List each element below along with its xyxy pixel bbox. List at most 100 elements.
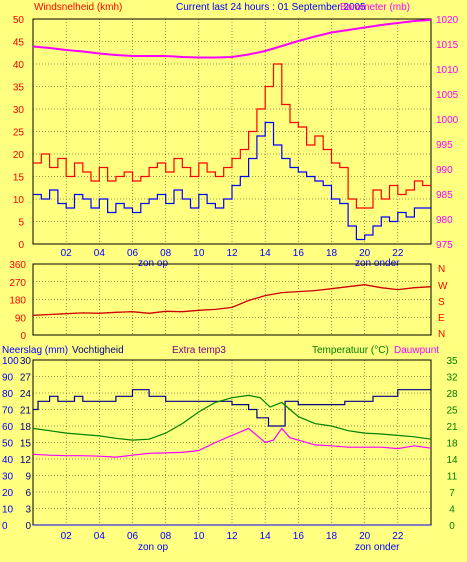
barometer-ytick-label: 975: [436, 240, 453, 251]
humidity-yaxis-ticks: 0 10 20 30 40 50 60 70 80 90 100: [2, 356, 19, 532]
dir-label-n1: N: [438, 264, 445, 275]
wind-direction-line: [32, 284, 432, 316]
wind-xtick-label: 04: [94, 248, 106, 259]
barometer-ytick-label: 1000: [436, 115, 459, 126]
temperature-ytick-label: 21: [446, 422, 458, 433]
dewpoint-line: [32, 427, 432, 458]
humidity-ytick-label: 10: [2, 505, 14, 516]
wind-xtick-label: 06: [127, 248, 139, 259]
barometer-ytick-label: 1015: [436, 40, 459, 51]
rain-ytick-label: 21: [20, 406, 32, 417]
barometer-ytick-label: 985: [436, 190, 453, 201]
wind-xtick-label: 20: [359, 248, 371, 259]
wind-xtick-label: 08: [160, 248, 172, 259]
wind-yaxis-ticks: 0 5 10 15 20 25 30 35 40 45 50: [13, 15, 25, 251]
humidity-ytick-label: 80: [2, 389, 14, 400]
wind-gust-line: [33, 63, 431, 209]
direction-ytick-label: 90: [15, 313, 27, 324]
wind-xtick-label: 16: [293, 248, 305, 259]
climate-xtick-label: 18: [326, 531, 338, 542]
climate-panel-grid: [33, 359, 431, 526]
humidity-ytick-label: 30: [2, 472, 14, 483]
barometer-ytick-label: 1005: [436, 90, 459, 101]
rain-ytick-label: 9: [25, 472, 31, 483]
temperature-ytick-label: 14: [446, 455, 458, 466]
humidity-title: Vochtigheid: [72, 345, 124, 356]
temperature-ytick-label: 18: [446, 439, 458, 450]
humidity-ytick-label: 60: [2, 422, 14, 433]
rain-ytick-label: 18: [20, 422, 32, 433]
temperature-title: Temperatuur (°C): [312, 345, 389, 356]
temperature-ytick-label: 35: [446, 356, 458, 367]
wind-ytick-label: 10: [13, 195, 25, 206]
humidity-ytick-label: 100: [2, 356, 19, 367]
barometer-ytick-label: 1020: [436, 15, 459, 26]
humidity-ytick-label: 90: [2, 373, 14, 384]
barometer-ytick-label: 1010: [436, 65, 459, 76]
climate-xtick-label: 02: [61, 531, 73, 542]
wind-ytick-label: 5: [18, 218, 24, 229]
rain-ytick-label: 30: [20, 356, 32, 367]
sunset-label-bottom: zon onder: [355, 542, 400, 553]
barometer-ytick-label: 995: [436, 140, 453, 151]
wind-panel-marks: [32, 19, 432, 241]
wind-ytick-label: 30: [13, 105, 25, 116]
climate-panel-marks: [32, 389, 432, 526]
direction-panel-grid: [33, 263, 431, 336]
temperature-ytick-label: 25: [446, 406, 458, 417]
wind-xtick-label: 14: [260, 248, 272, 259]
extra-temp-title: Extra temp3: [172, 345, 226, 356]
humidity-ytick-label: 70: [2, 406, 14, 417]
wind-xtick-label: 02: [61, 248, 73, 259]
climate-xtick-label: 04: [94, 531, 106, 542]
climate-xtick-label: 22: [392, 531, 404, 542]
rain-ytick-label: 0: [25, 521, 31, 532]
temperature-line: [32, 394, 432, 441]
rain-title: Neerslag (mm): [2, 345, 68, 356]
wind-xtick-label: 10: [193, 248, 205, 259]
chart-title: Current last 24 hours : 01 September 200…: [176, 2, 366, 13]
climate-xtick-label: 06: [127, 531, 139, 542]
wind-ytick-label: 0: [18, 240, 24, 251]
direction-ytick-label: 180: [9, 296, 26, 307]
barometer-ytick-label: 990: [436, 165, 453, 176]
wind-title: Windsnelheid (kmh): [34, 2, 122, 13]
climate-xtick-label: 16: [293, 531, 305, 542]
wind-xaxis-ticks: 02 04 06 08 10 12 14 16 18 20 22: [61, 248, 404, 259]
wind-xtick-label: 18: [326, 248, 338, 259]
barometer-line: [32, 19, 432, 59]
wind-ytick-label: 15: [13, 173, 25, 184]
humidity-line: [33, 389, 431, 427]
wind-ytick-label: 20: [13, 150, 25, 161]
rain-ytick-label: 24: [20, 389, 32, 400]
wind-ytick-label: 45: [13, 38, 25, 49]
direction-ytick-label: 360: [9, 260, 26, 271]
dir-label-w: W: [438, 281, 448, 292]
temperature-ytick-label: 32: [446, 373, 458, 384]
direction-yaxis-ticks: 0 90 180 270 360: [9, 260, 26, 342]
climate-xaxis-ticks: 02 04 06 08 10 12 14 16 18 20 22: [61, 531, 404, 542]
temperature-yaxis-ticks: 0 4 7 11 14 18 21 25 28 32 35: [446, 356, 458, 532]
dir-label-e: E: [438, 313, 445, 324]
climate-xtick-label: 14: [260, 531, 272, 542]
temperature-ytick-label: 7: [449, 488, 455, 499]
wind-ytick-label: 35: [13, 83, 25, 94]
wind-xtick-label: 12: [226, 248, 238, 259]
direction-ytick-label: 0: [20, 331, 26, 342]
humidity-ytick-label: 0: [2, 521, 8, 532]
climate-xtick-label: 12: [226, 531, 238, 542]
barometer-title: Barometer (mb): [340, 2, 410, 13]
humidity-ytick-label: 40: [2, 455, 14, 466]
direction-ytick-label: 270: [9, 278, 26, 289]
humidity-ytick-label: 20: [2, 488, 14, 499]
temperature-ytick-label: 28: [446, 389, 458, 400]
rain-ytick-label: 6: [25, 488, 31, 499]
rain-yaxis-ticks: 0 3 6 9 12 15 18 21 24 27 30: [20, 356, 32, 532]
climate-xtick-label: 10: [193, 531, 205, 542]
barometer-ytick-label: 980: [436, 215, 453, 226]
rain-ytick-label: 27: [20, 373, 32, 384]
wind-ytick-label: 40: [13, 60, 25, 71]
climate-xtick-label: 08: [160, 531, 172, 542]
